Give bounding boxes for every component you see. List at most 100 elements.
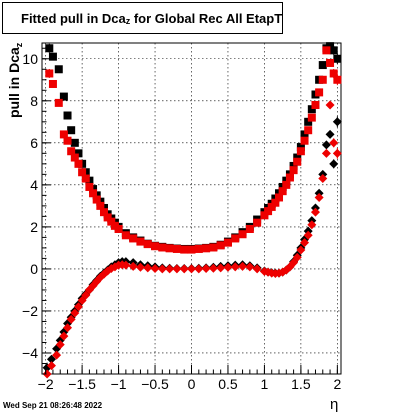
data-point-square <box>158 243 167 252</box>
data-point-diamond <box>318 174 328 184</box>
data-point-diamond <box>194 264 204 274</box>
data-point-diamond <box>307 220 317 230</box>
data-point-diamond <box>329 138 339 148</box>
data-point-diamond <box>238 261 248 271</box>
y-tick-label: −4 <box>22 345 38 361</box>
data-markers <box>42 42 342 379</box>
data-point-square <box>202 244 211 253</box>
title-main: Fitted pull in Dca <box>21 10 126 26</box>
data-point-diamond <box>63 323 73 333</box>
data-point-square <box>74 149 83 158</box>
data-point-diamond <box>135 262 145 272</box>
data-point-square <box>165 244 174 253</box>
data-point-square <box>121 231 130 240</box>
data-point-square <box>293 153 302 162</box>
data-point-square <box>172 244 181 253</box>
data-point-square <box>107 217 116 226</box>
data-point-square <box>151 242 160 251</box>
data-point-diamond <box>300 238 310 248</box>
data-point-diamond <box>332 117 342 127</box>
data-point-diamond <box>46 361 56 371</box>
y-axis-label-main: pull in Dca <box>6 47 22 118</box>
timestamp: Wed Sep 21 08:26:48 2022 <box>3 401 103 410</box>
x-tick-label: 1.5 <box>291 376 311 392</box>
data-point-square <box>45 69 54 78</box>
data-point-square <box>187 245 196 254</box>
data-point-diamond <box>187 264 196 274</box>
x-tick-label: −1 <box>111 376 127 392</box>
data-point-square <box>96 201 105 210</box>
data-point-diamond <box>325 129 335 139</box>
y-tick-label: 0 <box>30 261 38 277</box>
data-point-square <box>78 168 87 177</box>
y-tick-label: 4 <box>30 177 38 193</box>
data-point-diamond <box>208 263 218 273</box>
data-point-square <box>296 147 305 156</box>
data-point-square <box>67 126 76 135</box>
data-point-diamond <box>55 340 65 350</box>
title-rest: for Global Rec All EtapT <box>130 10 283 26</box>
data-point-square <box>59 130 68 139</box>
data-point-square <box>307 105 316 114</box>
data-point-square <box>271 198 280 207</box>
data-point-diamond <box>321 148 331 158</box>
data-point-square <box>304 126 313 135</box>
data-point-square <box>318 61 327 70</box>
y-axis: −4 −2 0 2 4 6 8 10 <box>22 47 51 375</box>
y-tick-label: 6 <box>30 135 38 151</box>
data-point-square <box>54 65 63 74</box>
data-point-square <box>296 143 305 152</box>
data-point-diamond <box>157 264 167 274</box>
data-point-diamond <box>172 264 182 274</box>
data-point-diamond <box>310 207 320 217</box>
data-point-diamond <box>179 264 189 274</box>
data-point-square <box>238 230 247 239</box>
data-point-diamond <box>165 264 175 274</box>
x-tick-label: −0.5 <box>141 376 169 392</box>
x-tick-label: 1 <box>261 376 269 392</box>
data-point-square <box>300 130 309 139</box>
data-point-diamond <box>321 140 331 150</box>
data-point-diamond <box>245 262 255 272</box>
x-axis: −2 −1.5 −1 −0.5 0 0.5 1 1.5 2 <box>38 365 341 392</box>
data-point-square <box>48 79 57 88</box>
data-point-diamond <box>332 148 342 158</box>
data-point-square <box>216 241 225 250</box>
data-point-square <box>136 237 145 246</box>
x-tick-label: −2 <box>38 376 54 392</box>
chart-title: Fitted pull in Dca z for Global Rec All E… <box>2 2 283 34</box>
data-point-diamond <box>121 260 131 270</box>
data-point-square <box>85 182 94 191</box>
data-point-square <box>264 207 273 216</box>
data-point-square <box>45 44 54 53</box>
data-point-square <box>333 75 342 84</box>
data-point-square <box>48 52 57 61</box>
data-point-diamond <box>46 354 56 364</box>
data-point-square <box>89 189 98 198</box>
data-point-square <box>231 234 240 243</box>
data-point-square <box>267 202 276 211</box>
data-point-square <box>311 100 320 109</box>
data-point-square <box>54 98 63 107</box>
data-point-square <box>70 153 79 162</box>
data-point-diamond <box>42 369 52 379</box>
data-point-diamond <box>325 100 335 110</box>
data-point-square <box>92 195 101 204</box>
data-point-diamond <box>201 264 211 274</box>
y-tick-label: 8 <box>30 93 38 109</box>
data-point-square <box>67 147 76 156</box>
data-point-square <box>70 138 79 147</box>
data-point-square <box>129 234 138 243</box>
data-point-square <box>315 88 324 97</box>
data-point-diamond <box>329 159 339 169</box>
x-tick-label: 0 <box>188 376 196 392</box>
y-tick-label: 10 <box>22 51 38 67</box>
data-point-square <box>322 46 331 55</box>
y-axis-label: pull in Dcaz <box>6 43 24 118</box>
data-point-square <box>326 58 335 67</box>
data-point-diamond <box>296 245 306 255</box>
data-point-square <box>329 46 338 55</box>
data-point-diamond <box>70 308 80 318</box>
data-point-square <box>253 218 262 227</box>
data-point-square <box>180 245 189 254</box>
